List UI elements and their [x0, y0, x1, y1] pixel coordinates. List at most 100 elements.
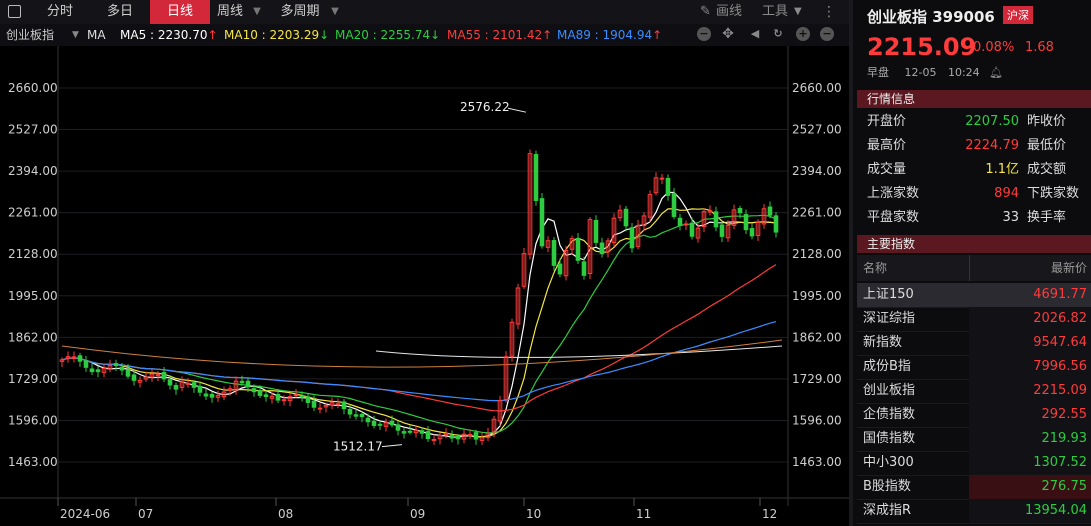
candle-body: [431, 438, 437, 441]
candle-body: [371, 420, 377, 426]
home-icon[interactable]: [8, 5, 21, 18]
candle-body: [413, 429, 419, 434]
bell-icon[interactable]: 🔔︎: [989, 66, 1004, 79]
index-value: 292.55: [1041, 407, 1088, 422]
ma10-value: MA10 : 2203.29↓: [224, 28, 330, 42]
candle-body: [119, 366, 125, 371]
y-tick-right: 2261.00: [792, 206, 842, 220]
index-row[interactable]: 深证综指 2026.82: [857, 307, 1091, 332]
candle-body: [749, 228, 755, 237]
index-row[interactable]: 成份B指 7996.56: [857, 355, 1091, 380]
y-tick-left: 1729.00: [8, 372, 58, 386]
zoom-out-small-icon[interactable]: −: [820, 27, 834, 41]
tools-button[interactable]: 工具: [762, 4, 789, 19]
index-name: B股指数: [863, 479, 911, 494]
candle-body: [641, 215, 647, 227]
index-row[interactable]: 新指数 9547.64: [857, 331, 1091, 356]
zoom-out-icon[interactable]: −: [697, 27, 711, 41]
candle-body: [629, 227, 635, 249]
ma89-value: MA89 : 1904.94↑: [557, 28, 663, 42]
ma-legend-bar: 创业板指 ▼ MA MA5 : 2230.70↑ MA10 : 2203.29↓…: [0, 24, 849, 46]
candle-body: [713, 211, 719, 228]
candle-body: [179, 381, 185, 388]
tab-weekly[interactable]: 周线: [216, 4, 243, 19]
candle-body: [581, 261, 587, 276]
candle-body: [767, 206, 773, 216]
candle-body: [677, 217, 683, 226]
refresh-icon[interactable]: ↻: [773, 27, 783, 40]
candle-body: [575, 237, 581, 261]
index-row[interactable]: 企债指数 292.55: [857, 403, 1091, 428]
field-value: 2224.79: [965, 138, 1019, 153]
candle-body: [551, 240, 557, 266]
candle-body: [173, 385, 179, 390]
zoom-in-icon[interactable]: +: [796, 27, 810, 41]
candlestick-chart[interactable]: 2660.00 2660.00 2527.00 2527.00 2394.00 2394.…: [0, 46, 849, 526]
field-label: 开盘价: [867, 114, 907, 129]
candle-body: [407, 430, 413, 433]
candle-body: [281, 399, 287, 402]
candle-body: [161, 372, 167, 380]
index-row[interactable]: B股指数 276.75: [857, 475, 1091, 500]
change-percent: 0.08%: [973, 40, 1015, 55]
index-row[interactable]: 深成指R 13954.04: [857, 499, 1091, 524]
x-tick-label: 09: [410, 507, 425, 521]
multiperiod-dropdown-icon[interactable]: ▼: [331, 6, 339, 17]
index-row[interactable]: 国债指数 219.93: [857, 427, 1091, 452]
candle-body: [773, 215, 779, 233]
candle-body: [341, 401, 347, 410]
candle-body: [323, 404, 329, 408]
ma55-value: MA55 : 2101.42↑: [447, 28, 553, 42]
index-row[interactable]: 上证150 4691.77: [857, 283, 1091, 308]
candle-body: [269, 395, 275, 399]
tab-multiday[interactable]: 多日: [106, 4, 133, 19]
tab-multiperiod[interactable]: 多周期: [280, 4, 320, 19]
prev-icon[interactable]: ◀: [750, 27, 760, 40]
candle-body: [227, 388, 233, 391]
index-row[interactable]: 创业板指 2215.09: [857, 379, 1091, 404]
candle-body: [683, 223, 689, 226]
field-label: 最高价: [867, 138, 907, 153]
draw-line-button[interactable]: 画线: [716, 4, 743, 19]
high-annotation: 2576.22: [460, 100, 510, 114]
candle-body: [395, 424, 401, 431]
candle-body: [245, 380, 251, 388]
tools-dropdown-icon[interactable]: ▼: [794, 6, 802, 17]
index-row[interactable]: 中小300 1307.52: [857, 451, 1091, 476]
index-name: 企债指数: [863, 407, 916, 422]
candle-body: [527, 153, 533, 255]
field-value: 894: [994, 186, 1019, 201]
ma20-value: MA20 : 2255.74↓: [335, 28, 441, 42]
weekly-dropdown-icon[interactable]: ▼: [253, 6, 261, 17]
tab-intraday[interactable]: 分时: [46, 4, 73, 19]
candle-body: [461, 433, 467, 440]
y-tick-left: 1596.00: [8, 413, 58, 427]
move-icon[interactable]: ✥: [722, 26, 734, 42]
x-tick-label: 08: [278, 507, 293, 521]
index-value: 1307.52: [1033, 455, 1087, 470]
more-icon[interactable]: ⋮: [822, 4, 836, 20]
field-value: 1.1亿: [985, 162, 1019, 177]
y-tick-right: 1463.00: [792, 455, 842, 469]
candle-body: [425, 431, 431, 440]
candle-body: [59, 359, 65, 362]
candle-body: [251, 388, 257, 393]
candle-body: [401, 431, 407, 434]
tab-daily[interactable]: 日线: [150, 0, 210, 24]
indices-table-header: 名称 最新价: [857, 255, 1091, 281]
ma20-line: [61, 214, 777, 434]
candle-body: [707, 210, 713, 213]
ma-dropdown-icon[interactable]: ▼: [72, 30, 79, 40]
candle-body: [671, 193, 677, 217]
field-value: 2207.50: [965, 114, 1019, 129]
candle-body: [503, 356, 509, 400]
candle-body: [203, 393, 209, 397]
ma-label[interactable]: MA: [87, 28, 106, 42]
field-label-2: 最低价: [1027, 138, 1067, 153]
ma10-line: [61, 208, 777, 438]
candle-body: [665, 177, 671, 196]
draw-line-icon[interactable]: ✎: [700, 4, 711, 19]
candle-body: [95, 369, 101, 373]
quote-date: 12-05: [904, 66, 937, 79]
panel-divider[interactable]: [849, 0, 853, 526]
